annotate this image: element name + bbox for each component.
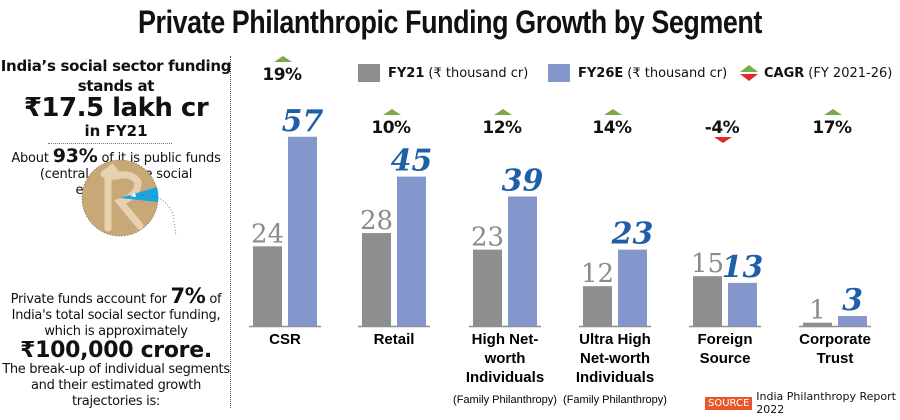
legend-swatch-fy26 (548, 64, 570, 82)
value-label-fy21: 24 (251, 219, 284, 249)
source-tag: SOURCE (705, 396, 753, 410)
category-label: Corporate (799, 331, 871, 348)
value-label-fy21: 12 (581, 259, 614, 289)
value-label-fy26: 39 (502, 164, 544, 199)
value-label-fy21: 15 (691, 249, 724, 279)
bar-fy26 (508, 196, 537, 326)
value-label-fy26: 13 (722, 250, 764, 285)
rupee-coin-pie-icon (81, 159, 177, 237)
private-pct: 7% (170, 284, 206, 308)
legend-fy26: FY26E (₹ thousand cr) (548, 63, 727, 83)
page-title: Private Philanthropic Funding Growth by … (138, 4, 762, 40)
category-label: Ultra High (579, 331, 651, 348)
category-label: CSR (269, 331, 301, 348)
category-label: Individuals (576, 369, 654, 386)
cagr-label: -4% (705, 118, 740, 138)
value-label-fy21: 23 (471, 223, 504, 253)
value-label-fy26: 45 (391, 144, 433, 179)
category-label: Retail (374, 331, 415, 348)
cagr-up-down-icon (740, 65, 758, 81)
total-funding-amount: ₹17.5 lakh cr (23, 93, 209, 123)
bar-fy26 (288, 136, 317, 326)
value-label-fy21: 28 (360, 206, 393, 236)
cagr-label: 12% (482, 118, 522, 138)
category-label: Foreign (698, 331, 753, 348)
rupee-symbol (100, 163, 144, 232)
value-label-fy26: 3 (842, 283, 863, 318)
cagr-down-arrow-icon (714, 137, 732, 143)
bar-fy21 (693, 276, 722, 326)
cagr-up-arrow-icon (383, 109, 401, 115)
private-amount: ₹100,000 crore. (20, 338, 212, 363)
category-label: worth (484, 350, 526, 367)
bar-fy21 (583, 286, 612, 326)
legend-label-cagr: CAGR (764, 65, 805, 81)
cagr-label: 14% (592, 118, 632, 138)
bar-fy26 (838, 316, 867, 326)
legend-unit-fy26: (₹ thousand cr) (627, 65, 728, 81)
bar-fy26 (728, 282, 757, 326)
bar-fy21 (362, 233, 391, 326)
total-funding-year: in FY21 (84, 122, 148, 140)
legend-cagr: CAGR (FY 2021-26) (738, 63, 892, 83)
category-label: Individuals (466, 369, 544, 386)
slice-highlight (130, 193, 136, 197)
private-funds-text: Private funds account for 7% of India's … (0, 286, 232, 410)
public-prefix: About (11, 151, 49, 166)
bar-fy21 (253, 246, 282, 326)
value-label-fy26: 23 (611, 217, 654, 252)
private-prefix: Private funds account for (10, 292, 167, 307)
category-label: Net-worth (580, 350, 650, 367)
category-note: (Family Philanthropy) (563, 394, 667, 406)
cagr-up-arrow-icon (274, 56, 292, 62)
legend-unit-fy21: (₹ thousand cr) (428, 65, 529, 81)
sidebar-heading: India’s social sector funding stands at (0, 57, 232, 95)
bar-fy26 (618, 249, 647, 326)
source-text: India Philanthropy Report 2022 (756, 390, 896, 416)
private-suffix: The break-up of individual segments and … (2, 362, 230, 409)
public-pct: 93% (52, 145, 98, 167)
bar-fy26 (397, 176, 426, 326)
legend-unit-cagr: (FY 2021-26) (808, 65, 893, 81)
category-note: (Family Philanthropy) (453, 394, 557, 406)
sidebar-summary: India’s social sector funding stands at … (0, 50, 232, 420)
cagr-label: 10% (371, 118, 411, 138)
private-share-slice (120, 187, 159, 202)
bar-fy21 (473, 249, 502, 326)
legend-label-fy26: FY26E (578, 65, 624, 81)
cagr-up-arrow-icon (494, 109, 512, 115)
category-label: Source (700, 350, 751, 367)
cagr-label: 17% (812, 118, 852, 138)
private-mid: of India's total social sector funding, … (11, 292, 222, 339)
cagr-up-arrow-icon (824, 109, 842, 115)
cagr-up-arrow-icon (604, 109, 622, 115)
value-label-fy26: 57 (282, 104, 324, 139)
legend-fy21: FY21 (₹ thousand cr) (358, 63, 528, 83)
bar-fy21 (803, 322, 832, 326)
category-label: Trust (817, 350, 854, 367)
value-label-fy21: 1 (809, 296, 826, 326)
source-note: SOURCE India Philanthropy Report 2022 (705, 390, 900, 416)
cagr-label: 19% (262, 65, 302, 85)
vertical-divider (230, 56, 231, 408)
legend-label-fy21: FY21 (388, 65, 425, 81)
legend-swatch-fy21 (358, 64, 380, 82)
category-label: High Net- (472, 331, 539, 348)
sidebar-divider (48, 143, 172, 144)
